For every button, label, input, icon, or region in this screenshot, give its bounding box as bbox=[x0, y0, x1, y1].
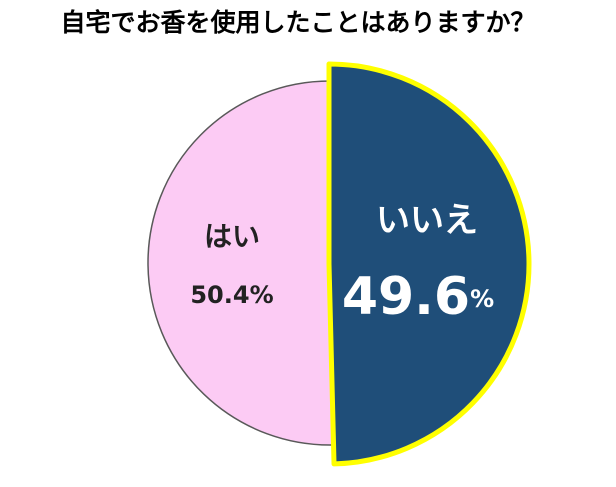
slice-category: いいえ bbox=[376, 201, 478, 241]
slice-value-label: 50.4% bbox=[190, 281, 273, 309]
slice-category: はい bbox=[204, 220, 260, 253]
pie-slice bbox=[147, 80, 336, 446]
slice-value-label: 49.6% bbox=[342, 267, 494, 327]
pie-slice bbox=[326, 61, 532, 467]
chart-title: 自宅でお香を使用したことはありますか？ bbox=[60, 8, 535, 37]
